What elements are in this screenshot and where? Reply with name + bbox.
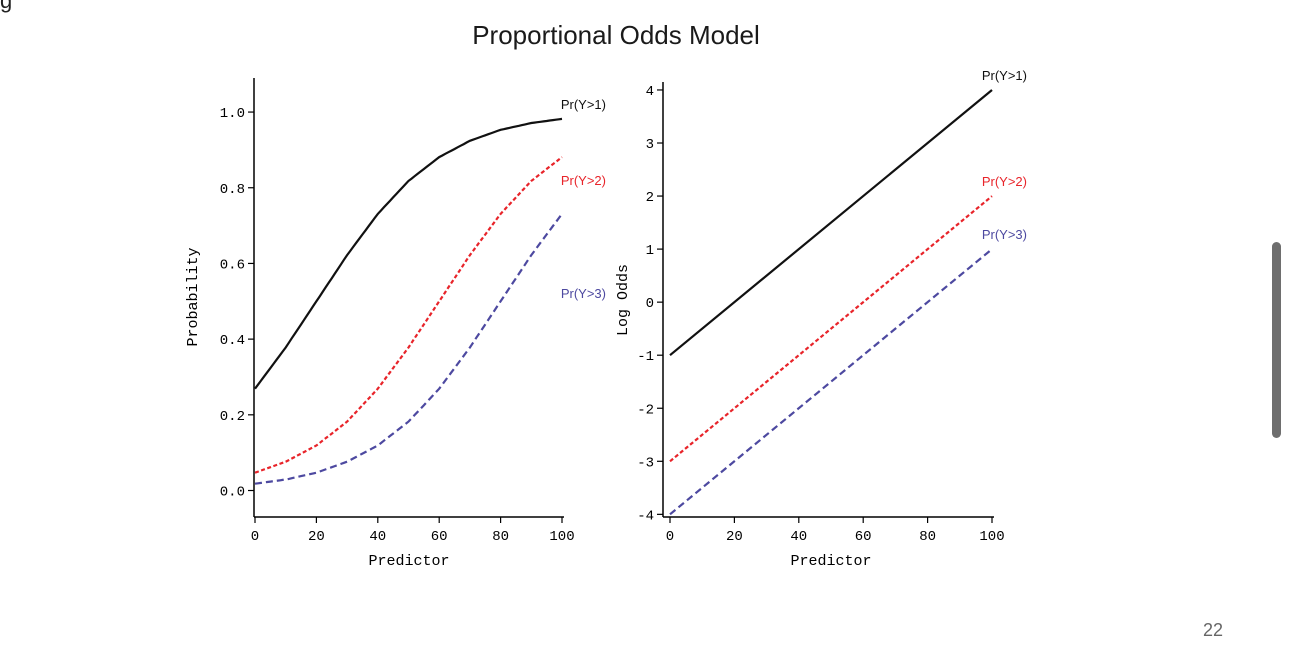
y-tick-label: -3 [637,455,654,471]
x-tick-label: 100 [979,529,1004,545]
series-line-1 [669,89,993,357]
series-line-1 [254,117,563,390]
y-tick-label: 0.2 [220,409,245,425]
x-tick-label: 0 [251,529,259,545]
slide-top-text: g [0,0,13,13]
x-axis-title: Predictor [368,553,449,570]
series-label-2: Pr(Y>2) [561,173,606,188]
x-axis-title: Predictor [790,553,871,570]
y-tick-label: 0.0 [220,485,245,501]
y-tick-label: 1.0 [220,106,245,122]
x-tick-label: 80 [492,529,509,545]
y-tick-label: 0.4 [220,333,245,349]
y-tick-label: 1 [646,243,654,259]
series-label-2: Pr(Y>2) [982,174,1027,189]
probability-chart: 0 20 40 60 80 100 0.0 0.2 0.4 0.6 0.8 1.0 Predictor P… [185,78,606,570]
series-line-2 [254,156,563,474]
scrollbar-thumb[interactable] [1272,242,1281,438]
y-tick-label: 0.6 [220,257,245,273]
slide-title: Proportional Odds Model [472,20,760,50]
y-tick-label: -4 [637,508,654,524]
y-tick-label: -1 [637,349,654,365]
x-tick-label: 20 [308,529,325,545]
x-tick-label: 20 [726,529,743,545]
series-label-3: Pr(Y>3) [561,286,606,301]
x-tick-label: 60 [855,529,872,545]
page-number: 22 [1203,620,1224,640]
x-tick-label: 60 [431,529,448,545]
y-axis-title: Probability [185,247,202,346]
y-tick-label: 4 [646,84,654,100]
series-label-1: Pr(Y>1) [982,68,1027,83]
y-tick-label: -2 [637,402,654,418]
x-tick-label: 0 [666,529,674,545]
x-tick-label: 40 [369,529,386,545]
log-odds-chart: 0 20 40 60 80 100 -4 -3 -2 -1 0 1 2 3 4 Predictor Log Od… [615,68,1027,570]
y-tick-label: 0.8 [220,182,245,198]
series-label-1: Pr(Y>1) [561,97,606,112]
x-tick-label: 80 [919,529,936,545]
y-tick-label: 0 [646,296,654,312]
y-tick-label: 3 [646,137,654,153]
series-line-3 [254,213,563,485]
series-line-3 [669,248,993,516]
y-axis-title: Log Odds [615,264,632,336]
series-label-3: Pr(Y>3) [982,227,1027,242]
y-tick-label: 2 [646,190,654,206]
x-tick-label: 100 [549,529,574,545]
x-tick-label: 40 [790,529,807,545]
series-line-2 [669,195,993,463]
